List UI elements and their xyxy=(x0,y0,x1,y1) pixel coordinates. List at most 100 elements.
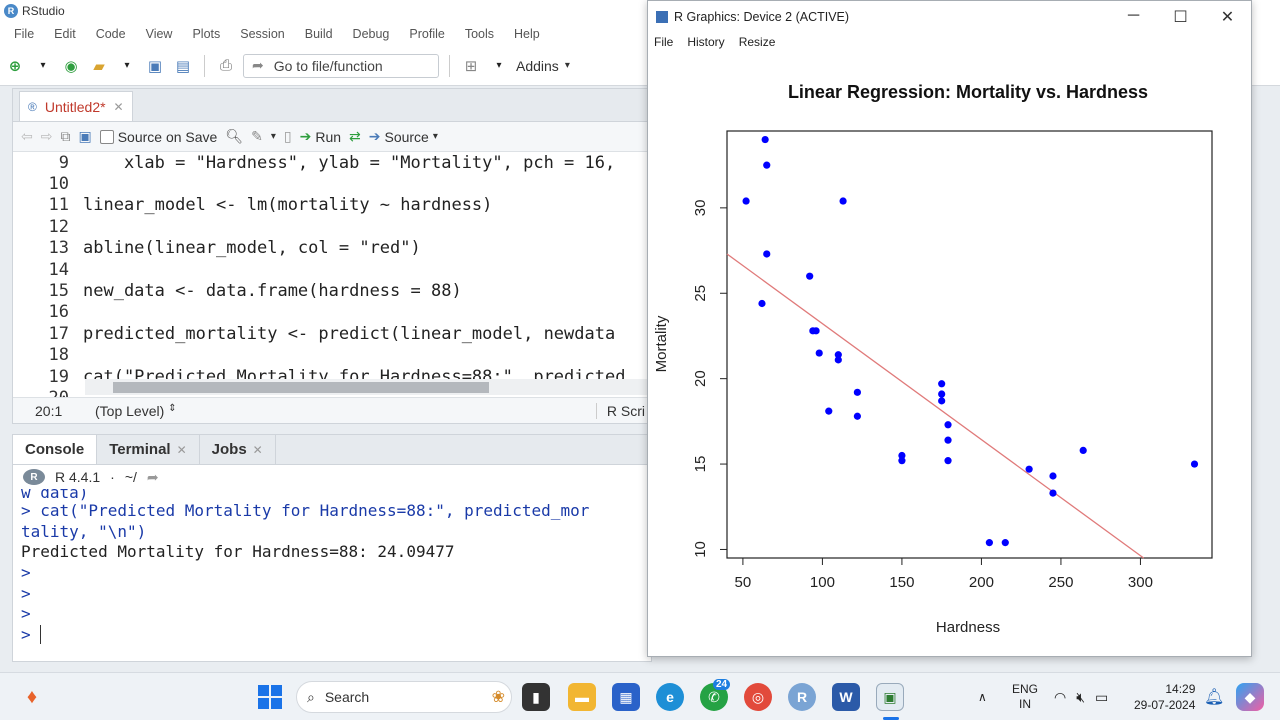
code-editor[interactable]: 9 xlab = "Hardness", ylab = "Mortality",… xyxy=(13,152,651,397)
scope-selector[interactable]: (Top Level) ⇕ xyxy=(95,403,177,419)
x-axis-label: Hardness xyxy=(936,619,1000,636)
editor-horizontal-scrollbar[interactable] xyxy=(85,379,651,395)
editor-tab-untitled2[interactable]: ® Untitled2* ✕ xyxy=(19,91,133,121)
console-line: > xyxy=(21,563,31,583)
console-pane: Console Terminal ✕ Jobs ✕ R R 4.4.1 · ~/ ➦… xyxy=(12,434,652,662)
data-point xyxy=(815,349,823,357)
menu-profile[interactable]: Profile xyxy=(409,27,445,41)
plot-frame xyxy=(726,130,1213,559)
new-file-dropdown-icon[interactable]: ▾ xyxy=(40,60,46,71)
x-tick-label: 50 xyxy=(735,574,752,591)
copilot-icon[interactable]: ◆ xyxy=(1236,683,1264,711)
wifi-icon: ◠ xyxy=(1054,688,1067,705)
menu-view[interactable]: View xyxy=(145,27,173,41)
open-file-dropdown-icon[interactable]: ▾ xyxy=(124,60,130,71)
workspace-panes-dropdown-icon[interactable]: ▾ xyxy=(496,60,502,71)
menu-build[interactable]: Build xyxy=(304,27,333,41)
menu-tools[interactable]: Tools xyxy=(464,27,495,41)
save-all-icon[interactable]: ▤ xyxy=(175,57,191,75)
menu-code[interactable]: Code xyxy=(95,27,126,41)
microsoft-store-icon[interactable]: ▦ xyxy=(612,683,640,711)
tab-jobs[interactable]: Jobs ✕ xyxy=(200,435,276,464)
magic-wand-icon[interactable]: ✎ xyxy=(251,128,263,144)
save-file-icon[interactable]: ▣ xyxy=(78,128,92,144)
file-explorer-icon[interactable]: ▬ xyxy=(568,683,596,711)
new-file-icon[interactable]: ⊕ xyxy=(8,57,22,75)
clock-time: 14:29 xyxy=(1165,682,1196,696)
task-view-icon[interactable]: ▮ xyxy=(522,683,550,711)
widgets-icon[interactable]: ♦ xyxy=(26,685,38,708)
search-icon[interactable]: 🔍︎ xyxy=(225,128,244,144)
chevron-down-icon[interactable]: ▾ xyxy=(270,131,276,142)
chevron-down-icon: ▾ xyxy=(432,131,438,142)
code-line: 16 xyxy=(13,302,651,323)
y-tick-label: 25 xyxy=(692,285,709,302)
y-tick-label: 10 xyxy=(692,541,709,558)
close-icon[interactable]: ✕ xyxy=(252,442,263,457)
close-icon[interactable]: ✕ xyxy=(176,442,187,457)
code-text: xlab = "Hardness", ylab = "Mortality", p… xyxy=(83,152,616,173)
menu-debug[interactable]: Debug xyxy=(352,27,390,41)
addins-label: Addins xyxy=(516,57,559,74)
word-icon[interactable]: W xyxy=(832,683,860,711)
graphics-menu-history[interactable]: History xyxy=(687,35,725,49)
regression-plot: Linear Regression: Mortality vs. Hardnes… xyxy=(653,82,1213,636)
notifications-bell-icon[interactable]: 🔔︎ xyxy=(1204,689,1225,706)
tab-terminal[interactable]: Terminal ✕ xyxy=(97,435,200,464)
file-type-label[interactable]: R Scri xyxy=(595,402,651,419)
console-prompt[interactable]: > xyxy=(21,625,651,646)
console-output[interactable]: w_data) > cat("Predicted Mortality for H… xyxy=(13,489,651,646)
data-point xyxy=(758,299,766,308)
tab-console[interactable]: Console xyxy=(13,435,98,464)
graphics-menu-resize[interactable]: Resize xyxy=(738,35,776,49)
code-line: 20 xyxy=(13,387,651,397)
maximize-icon[interactable]: ☐ xyxy=(1173,9,1188,26)
r-app-icon[interactable]: R xyxy=(788,683,816,711)
code-line: 12 xyxy=(13,216,651,237)
language-indicator[interactable]: ENG IN xyxy=(1012,673,1038,720)
save-icon[interactable]: ▣ xyxy=(147,57,163,75)
graphics-menu-file[interactable]: File xyxy=(654,35,674,49)
source-on-save-checkbox[interactable] xyxy=(99,129,114,144)
x-axis: 50 100 150 200 250 300 xyxy=(735,557,1153,591)
goto-directory-icon[interactable]: ➦ xyxy=(146,468,159,485)
forward-arrow-icon[interactable]: ⇨ xyxy=(40,128,53,144)
graphics-titlebar: R Graphics: Device 2 (ACTIVE) ─ ☐ ✕ xyxy=(648,1,1251,33)
show-in-window-icon[interactable]: ⧉ xyxy=(60,128,71,144)
rerun-icon[interactable]: ⇄ xyxy=(349,128,361,144)
edge-browser-icon[interactable]: e xyxy=(656,683,684,711)
chrome-icon[interactable]: ◎ xyxy=(744,683,772,711)
clock[interactable]: 14:29 29-07-2024 xyxy=(1134,673,1195,720)
graphics-menubar: File History Resize xyxy=(648,33,1251,51)
system-tray-icons[interactable]: ◠ 🔇︎ ▭ xyxy=(1054,673,1108,720)
menu-session[interactable]: Session xyxy=(240,27,285,41)
menu-edit[interactable]: Edit xyxy=(54,27,76,41)
menu-file[interactable]: File xyxy=(14,27,35,41)
goto-file-function-input[interactable]: ➦ Go to file/function xyxy=(243,53,439,78)
menu-plots[interactable]: Plots xyxy=(192,27,221,41)
close-icon[interactable]: ✕ xyxy=(113,99,124,114)
source-button[interactable]: ➔ Source ▾ xyxy=(369,128,438,145)
compile-report-icon[interactable]: ▯ xyxy=(283,128,292,144)
x-tick-label: 100 xyxy=(810,574,835,591)
start-button[interactable] xyxy=(256,683,284,711)
run-button[interactable]: ➔ Run xyxy=(300,128,341,145)
workspace-panes-icon[interactable]: ⊞ xyxy=(464,57,478,75)
working-directory[interactable]: ~/ xyxy=(124,469,137,485)
open-file-icon[interactable]: ▰ xyxy=(93,57,105,75)
addins-button[interactable]: Addins ▾ xyxy=(516,58,570,74)
new-project-icon[interactable]: ◉ xyxy=(64,57,78,75)
close-icon[interactable]: ✕ xyxy=(1220,9,1235,26)
menu-help[interactable]: Help xyxy=(514,27,540,41)
goto-placeholder: Go to file/function xyxy=(273,57,383,74)
r-graphics-window: R Graphics: Device 2 (ACTIVE) ─ ☐ ✕ File… xyxy=(647,0,1252,657)
tray-overflow-icon[interactable]: ∧ xyxy=(978,690,987,704)
print-icon[interactable]: ⎙ xyxy=(219,57,232,74)
r-graphics-taskbar-icon[interactable]: ▣ xyxy=(876,683,904,711)
taskbar-search-input[interactable]: ⌕ Search ❀ xyxy=(296,681,512,713)
back-arrow-icon[interactable]: ⇦ xyxy=(21,128,33,144)
scrollbar-thumb[interactable] xyxy=(113,382,489,393)
data-point xyxy=(853,388,861,396)
minimize-icon[interactable]: ─ xyxy=(1127,7,1140,24)
line-number: 19 xyxy=(48,366,69,387)
